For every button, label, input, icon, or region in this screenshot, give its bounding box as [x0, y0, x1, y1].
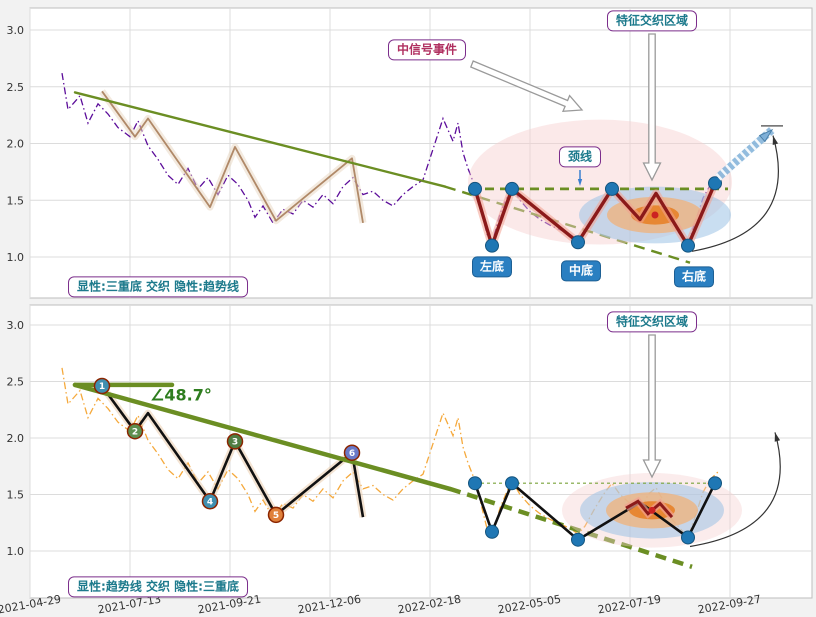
target-center-dot	[651, 211, 659, 219]
pivot-marker-number: 2	[132, 427, 138, 437]
trendline-solid	[72, 382, 453, 492]
pivot-marker-number: 6	[349, 449, 355, 459]
numbered-pivot-marker	[226, 433, 244, 450]
pivot-dot	[485, 524, 499, 539]
panel-top: 1.0 1.5 2.0 2.5 3.0	[7, 7, 813, 299]
curved-arrow	[689, 432, 781, 548]
pivot-marker-number: 1	[99, 382, 105, 392]
curved-arrow	[691, 135, 779, 252]
pivot-dot	[708, 476, 722, 491]
y-tick-label: 3.0	[7, 319, 25, 332]
pivot-dot	[571, 532, 585, 547]
trendline-solid	[73, 91, 447, 188]
trendline-dashed	[449, 486, 693, 569]
target-center-dot	[648, 506, 656, 514]
pivot-dot	[468, 476, 482, 491]
pivot-dot	[505, 476, 519, 491]
y-tick-label: 2.5	[7, 376, 25, 389]
pivot-dot	[681, 530, 695, 545]
hollow-arrow	[642, 33, 662, 182]
panel-background	[29, 304, 813, 599]
numbered-pivot-marker	[267, 506, 285, 524]
y-tick-label: 2.5	[7, 81, 25, 94]
panel-bottom: 1.0 1.5 2.0 2.5 3.0 ∠48.7° 1 2 3 4 5 6	[7, 304, 813, 599]
hollow-arrow	[642, 334, 662, 479]
angle-label: ∠48.7°	[150, 386, 212, 405]
numbered-pivot-marker	[343, 444, 361, 461]
numbered-pivot-marker	[201, 493, 219, 510]
pivot-marker-number: 3	[232, 438, 238, 448]
numbered-pivot-marker	[126, 422, 144, 440]
pivot-dot	[571, 235, 585, 250]
red-segment	[625, 499, 674, 519]
pivot-dot	[485, 238, 499, 253]
zigzag-line	[101, 90, 364, 224]
pivot-marker-number: 5	[273, 511, 279, 521]
hollow-arrow	[469, 60, 584, 113]
y-tick-label: 2.0	[7, 432, 25, 445]
y-tick-label: 1.5	[7, 194, 25, 207]
pivot-dot	[505, 181, 519, 196]
y-tick-label: 1.0	[7, 545, 25, 558]
pivot-dot	[468, 181, 482, 196]
trendline-dashed	[444, 185, 691, 264]
pivot-dot	[708, 176, 722, 191]
y-tick-label: 2.0	[7, 138, 25, 151]
y-tick-label: 3.0	[7, 24, 25, 37]
pivot-dot	[681, 238, 695, 253]
pivot-dot	[605, 181, 619, 196]
numbered-pivot-marker	[93, 377, 111, 395]
pivot-marker-number: 4	[207, 497, 213, 507]
y-tick-label: 1.5	[7, 489, 25, 502]
y-tick-label: 1.0	[7, 251, 25, 264]
